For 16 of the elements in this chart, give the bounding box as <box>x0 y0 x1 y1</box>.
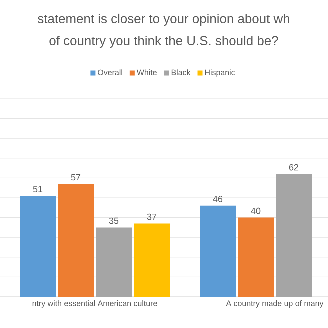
bar <box>96 228 132 297</box>
data-label: 35 <box>109 218 119 224</box>
data-label: 46 <box>213 196 223 202</box>
data-label: 51 <box>33 186 43 193</box>
bar <box>58 184 94 297</box>
bar <box>20 196 56 297</box>
chart-subtitle: of country you think the U.S. should be? <box>50 36 278 48</box>
data-label: 62 <box>289 164 299 171</box>
data-label: 57 <box>71 174 81 181</box>
bar <box>200 206 236 297</box>
chart-title: statement is closer to your opinion about wh <box>38 14 290 26</box>
bar <box>238 218 274 297</box>
bar <box>276 174 312 297</box>
data-label: 37 <box>147 214 157 220</box>
data-label: 40 <box>251 208 261 214</box>
bar <box>134 224 170 297</box>
